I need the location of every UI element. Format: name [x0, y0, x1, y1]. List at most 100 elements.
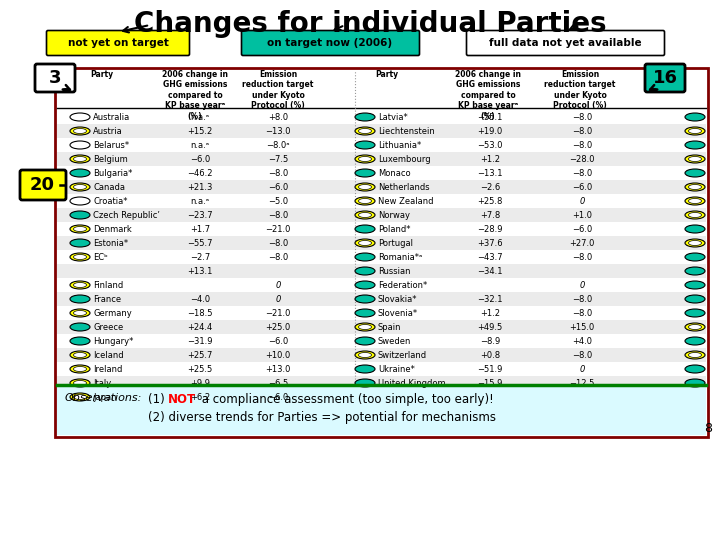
Bar — [57, 138, 706, 152]
Text: −8.0ᵃ: −8.0ᵃ — [266, 140, 290, 150]
Ellipse shape — [359, 296, 372, 301]
Text: 0: 0 — [580, 280, 585, 289]
Text: −8.0: −8.0 — [268, 168, 288, 178]
Ellipse shape — [355, 267, 375, 275]
Ellipse shape — [73, 381, 86, 386]
Ellipse shape — [70, 393, 90, 401]
Ellipse shape — [685, 365, 705, 373]
Text: Estonia*: Estonia* — [93, 239, 128, 247]
Text: −6.0: −6.0 — [572, 225, 592, 233]
Text: −7.5: −7.5 — [268, 154, 288, 164]
Ellipse shape — [685, 183, 705, 191]
Ellipse shape — [359, 143, 372, 147]
Ellipse shape — [355, 365, 375, 373]
Ellipse shape — [73, 129, 86, 133]
Ellipse shape — [355, 169, 375, 177]
Text: Russian: Russian — [378, 267, 410, 275]
Ellipse shape — [359, 157, 372, 161]
Text: −53.0: −53.0 — [477, 140, 503, 150]
Text: Italy: Italy — [93, 379, 112, 388]
Ellipse shape — [70, 365, 90, 373]
Text: Emission
reduction target
under Kyoto
Protocol (%): Emission reduction target under Kyoto Pr… — [544, 70, 616, 110]
Text: Denmark: Denmark — [93, 225, 132, 233]
Ellipse shape — [685, 225, 705, 233]
Bar — [57, 166, 706, 180]
Ellipse shape — [359, 185, 372, 190]
Ellipse shape — [355, 281, 375, 289]
Ellipse shape — [685, 309, 705, 317]
Bar — [57, 194, 706, 208]
Text: +0.8: +0.8 — [480, 350, 500, 360]
Text: +19.0: +19.0 — [477, 126, 503, 136]
FancyBboxPatch shape — [645, 64, 685, 92]
Text: Changes for individual Parties: Changes for individual Parties — [134, 10, 606, 38]
Ellipse shape — [73, 339, 86, 343]
Text: 3: 3 — [49, 69, 61, 87]
Ellipse shape — [355, 337, 375, 345]
Text: Latvia*: Latvia* — [378, 112, 408, 122]
Text: −6.0: −6.0 — [268, 393, 288, 402]
Text: 2006 change in
GHG emissions
compared to
KP base yearᵃ
(%): 2006 change in GHG emissions compared to… — [455, 70, 521, 120]
Text: −6.0: −6.0 — [190, 154, 210, 164]
Text: n.a.ᵃ: n.a.ᵃ — [190, 197, 210, 206]
Text: +9.9: +9.9 — [190, 379, 210, 388]
Text: Iceland: Iceland — [93, 350, 124, 360]
Text: −28.0: −28.0 — [570, 154, 595, 164]
Text: −8.0: −8.0 — [572, 126, 592, 136]
Ellipse shape — [73, 185, 86, 190]
Text: −55.1: −55.1 — [477, 112, 503, 122]
Bar — [57, 320, 706, 334]
Ellipse shape — [688, 157, 701, 161]
Ellipse shape — [685, 281, 705, 289]
Text: −8.0: −8.0 — [268, 253, 288, 261]
Text: −51.9: −51.9 — [477, 364, 503, 374]
Ellipse shape — [359, 240, 372, 246]
Ellipse shape — [355, 155, 375, 163]
Text: Finland: Finland — [93, 280, 123, 289]
Text: +25.0: +25.0 — [266, 322, 291, 332]
Bar — [57, 250, 706, 264]
Ellipse shape — [70, 253, 90, 261]
Ellipse shape — [73, 213, 86, 218]
Text: Federation*: Federation* — [378, 280, 427, 289]
Text: Emission
reduction target
under Kyoto
Protocol (%): Emission reduction target under Kyoto Pr… — [243, 70, 314, 110]
Ellipse shape — [73, 310, 86, 315]
Text: Hungary*: Hungary* — [93, 336, 133, 346]
Text: +13.1: +13.1 — [187, 267, 212, 275]
FancyBboxPatch shape — [47, 30, 189, 56]
Ellipse shape — [685, 239, 705, 247]
Text: Poland*: Poland* — [378, 225, 410, 233]
Ellipse shape — [688, 226, 701, 232]
Ellipse shape — [685, 337, 705, 345]
Ellipse shape — [688, 268, 701, 273]
Text: Portugal: Portugal — [378, 239, 413, 247]
Text: +25.7: +25.7 — [187, 350, 212, 360]
Text: n.a.ᵃ: n.a.ᵃ — [190, 112, 210, 122]
Text: Liechtenstein: Liechtenstein — [378, 126, 435, 136]
Ellipse shape — [359, 199, 372, 204]
Ellipse shape — [685, 169, 705, 177]
Bar — [57, 222, 706, 236]
Text: Australia: Australia — [93, 112, 130, 122]
Ellipse shape — [355, 183, 375, 191]
Text: +27.0: +27.0 — [570, 239, 595, 247]
Text: 0: 0 — [275, 280, 281, 289]
Ellipse shape — [359, 226, 372, 232]
Text: −18.5: −18.5 — [187, 308, 212, 318]
Text: 8: 8 — [704, 422, 712, 435]
FancyBboxPatch shape — [35, 64, 75, 92]
Ellipse shape — [355, 197, 375, 205]
Ellipse shape — [359, 310, 372, 315]
Text: −8.0: −8.0 — [572, 140, 592, 150]
Ellipse shape — [355, 127, 375, 135]
Bar — [55, 68, 708, 437]
Ellipse shape — [70, 127, 90, 135]
Text: not yet on target: not yet on target — [68, 38, 168, 48]
Text: Netherlands: Netherlands — [378, 183, 430, 192]
FancyBboxPatch shape — [20, 170, 66, 200]
Text: Canada: Canada — [93, 183, 125, 192]
Ellipse shape — [688, 171, 701, 176]
Text: −5.0: −5.0 — [268, 197, 288, 206]
Text: +4.0: +4.0 — [572, 336, 592, 346]
Ellipse shape — [355, 225, 375, 233]
